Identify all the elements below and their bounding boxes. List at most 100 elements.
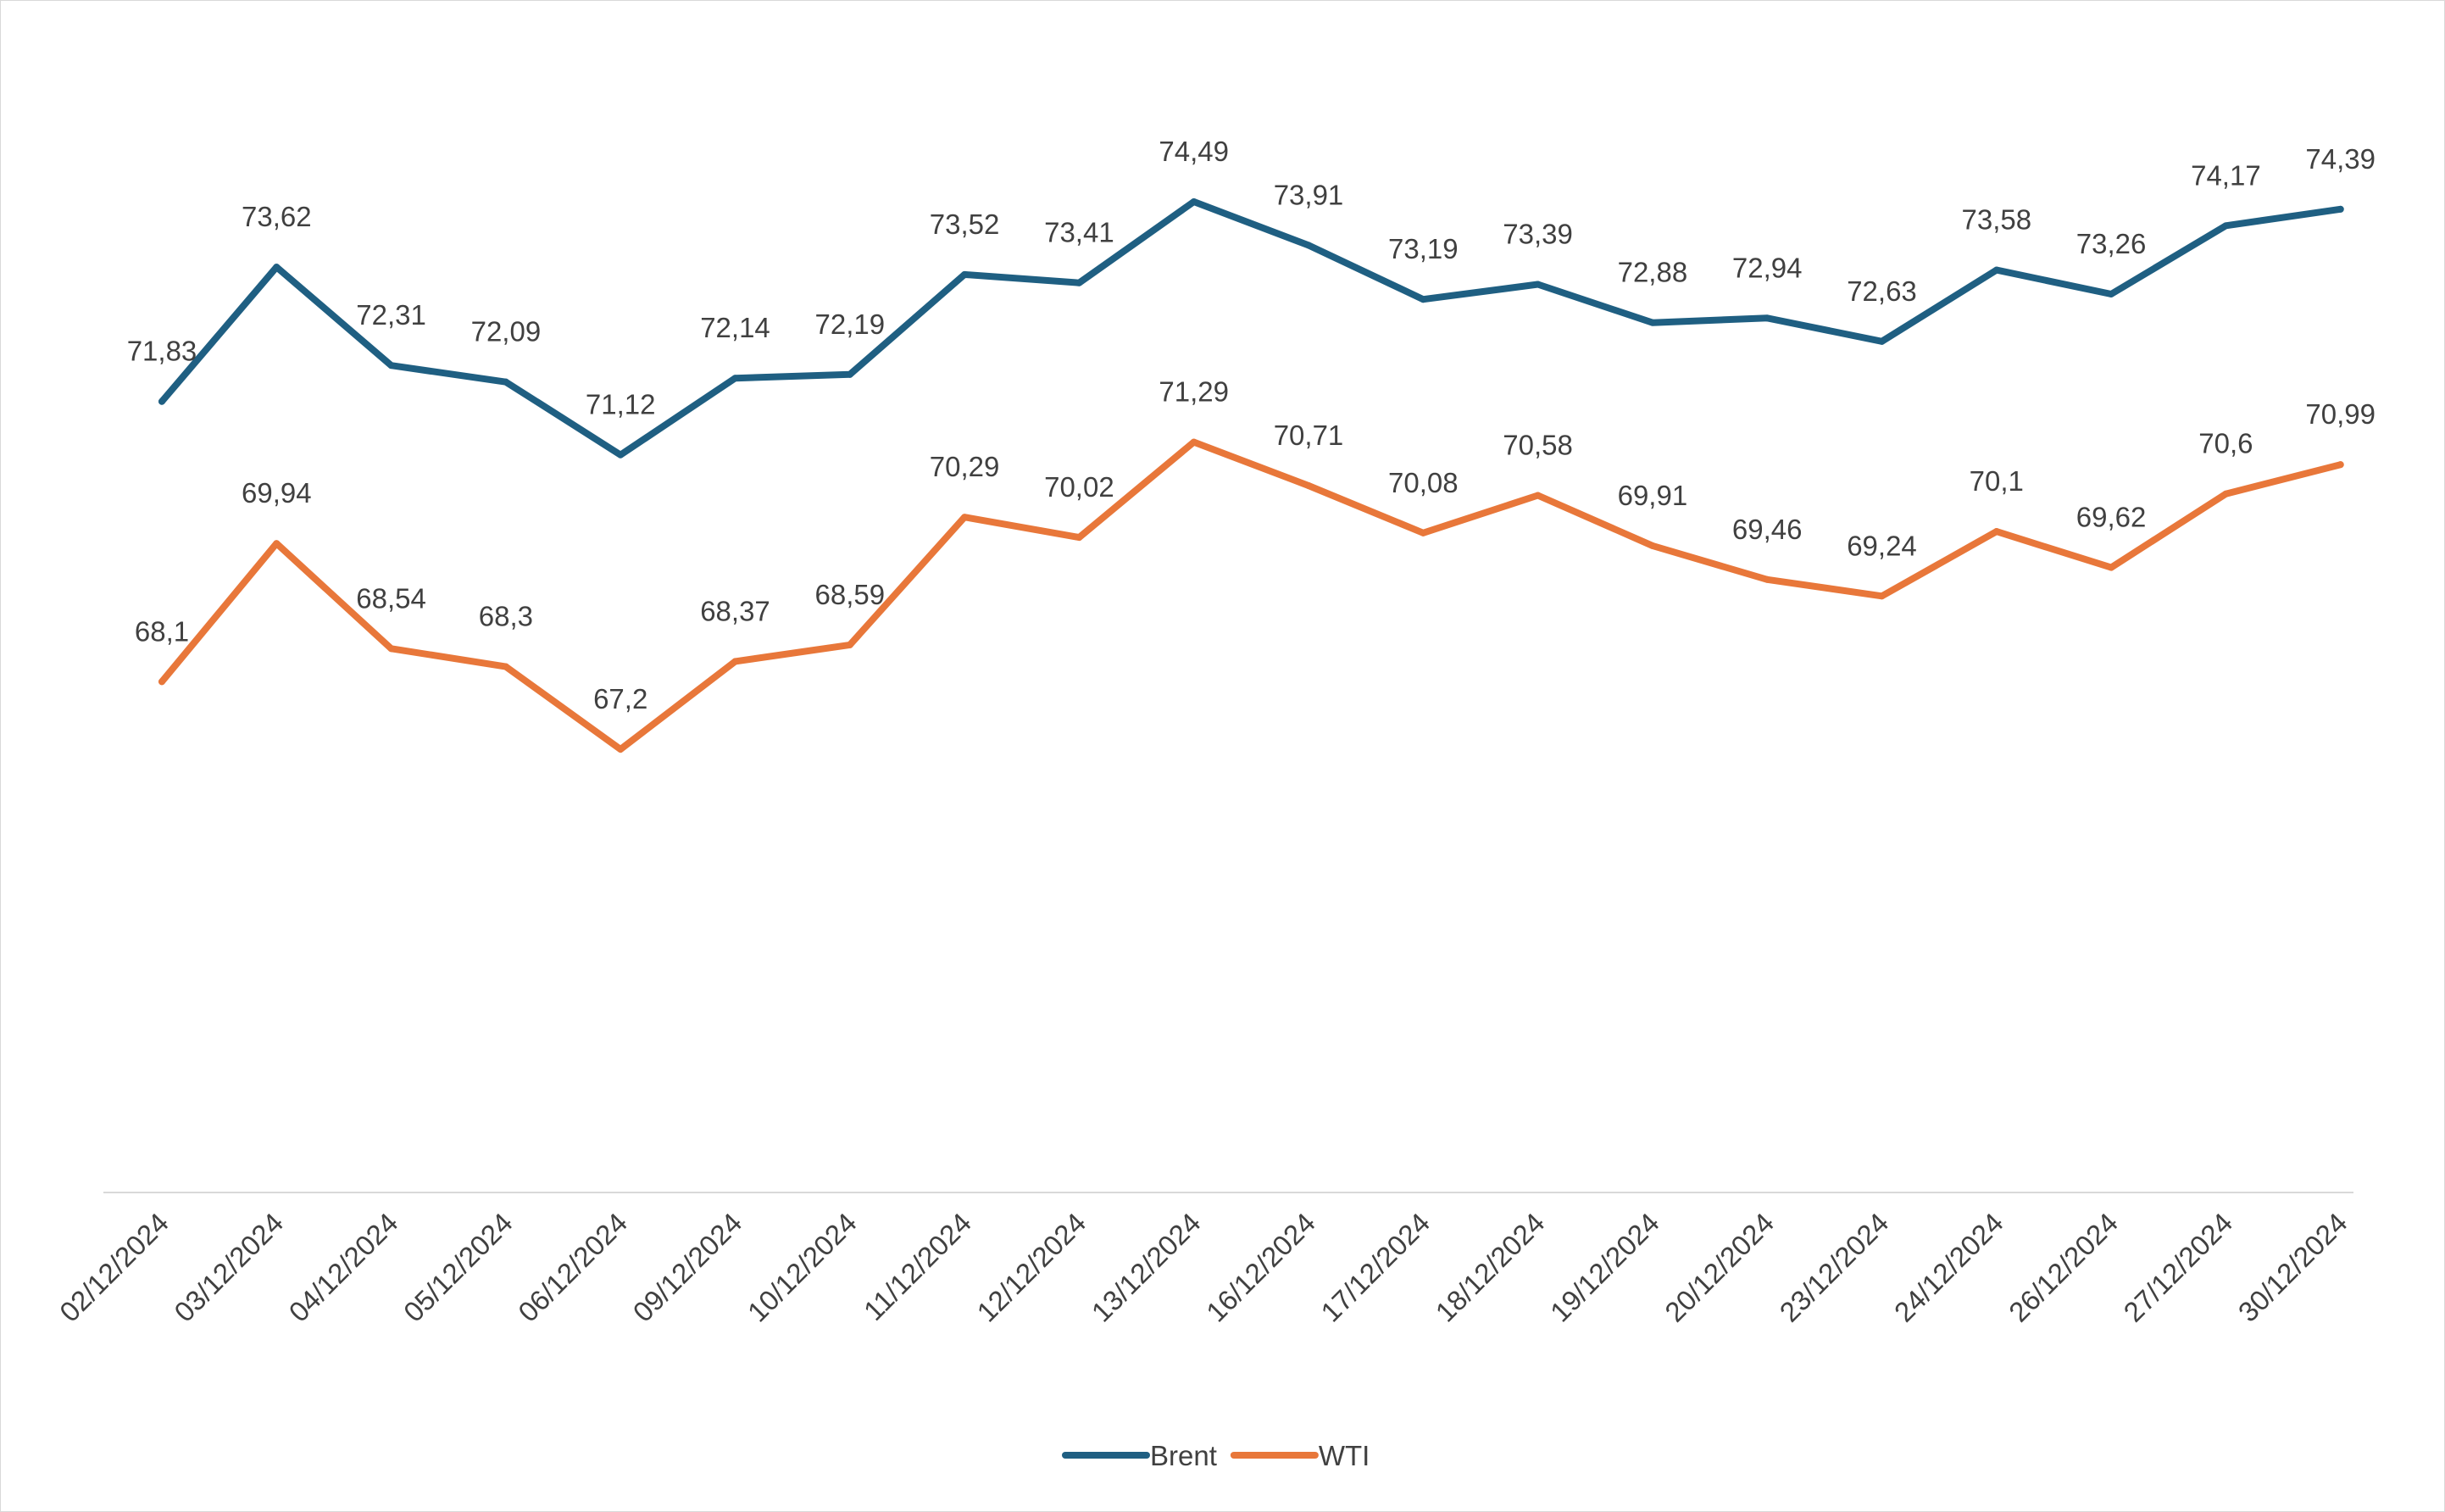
legend-label: Brent xyxy=(1150,1440,1217,1471)
series-line-wti xyxy=(158,438,2344,753)
data-point-brent xyxy=(502,378,509,386)
data-label-wti: 70,71 xyxy=(1274,420,1344,451)
data-label-wti: 68,37 xyxy=(700,595,770,626)
data-label-wti: 70,99 xyxy=(2305,398,2376,430)
data-label-brent: 72,88 xyxy=(1618,257,1688,288)
data-point-wti xyxy=(1420,529,1427,536)
x-tick-label: 02/12/2024 xyxy=(53,1207,175,1328)
series-line-brent xyxy=(158,198,2344,459)
data-point-brent xyxy=(2108,290,2115,297)
data-point-wti xyxy=(158,678,165,686)
data-label-brent: 71,83 xyxy=(127,336,197,367)
series-layer xyxy=(158,197,2344,753)
data-point-wti xyxy=(1648,542,1656,549)
data-point-brent xyxy=(1534,281,1542,288)
legend-item-wti: WTI xyxy=(1230,1440,1370,1471)
data-label-brent: 72,31 xyxy=(356,299,426,331)
data-label-brent: 73,39 xyxy=(1503,218,1573,249)
data-point-brent xyxy=(1305,242,1312,249)
x-tick-label: 03/12/2024 xyxy=(168,1207,289,1328)
data-label-wti: 70,1 xyxy=(1970,465,2024,497)
data-point-wti xyxy=(2337,461,2344,469)
data-point-wti xyxy=(2222,490,2230,498)
data-point-brent xyxy=(1992,266,2000,274)
data-point-wti xyxy=(1075,534,1083,542)
data-point-brent xyxy=(387,362,395,370)
data-label-wti: 67,2 xyxy=(593,683,647,714)
data-label-wti: 69,91 xyxy=(1618,480,1688,511)
data-point-wti xyxy=(1764,575,1771,583)
data-label-brent: 73,19 xyxy=(1388,233,1459,264)
x-tick-label: 30/12/2024 xyxy=(2232,1207,2353,1328)
data-point-wti xyxy=(617,746,625,753)
data-point-brent xyxy=(1190,197,1197,205)
data-label-brent: 73,52 xyxy=(930,208,1000,240)
data-label-brent: 73,58 xyxy=(1962,204,2032,236)
data-point-wti xyxy=(846,641,853,648)
x-tick-label: 16/12/2024 xyxy=(1200,1207,1321,1328)
x-tick-label: 18/12/2024 xyxy=(1430,1207,1551,1328)
data-label-brent: 71,12 xyxy=(586,389,656,420)
data-point-brent xyxy=(1764,314,1771,322)
data-label-wti: 68,59 xyxy=(815,579,886,610)
x-tick-label: 09/12/2024 xyxy=(626,1207,747,1328)
data-point-wti xyxy=(273,540,281,548)
data-label-brent: 74,39 xyxy=(2305,143,2376,175)
x-tick-label: 20/12/2024 xyxy=(1659,1207,1780,1328)
data-label-wti: 71,29 xyxy=(1159,376,1229,408)
data-label-wti: 70,08 xyxy=(1388,467,1459,498)
x-tick-label: 26/12/2024 xyxy=(2003,1207,2124,1328)
legend-item-brent: Brent xyxy=(1062,1440,1217,1471)
data-label-wti: 69,94 xyxy=(242,477,312,509)
axis-layer: 02/12/202403/12/202404/12/202405/12/2024… xyxy=(53,1192,2353,1328)
x-tick-label: 24/12/2024 xyxy=(1888,1207,2009,1328)
data-point-wti xyxy=(1878,592,1886,600)
data-label-brent: 72,09 xyxy=(471,316,542,347)
data-label-wti: 70,02 xyxy=(1044,471,1114,503)
data-point-brent xyxy=(1648,319,1656,326)
data-label-brent: 73,91 xyxy=(1274,179,1344,210)
data-label-brent: 74,17 xyxy=(2191,159,2261,191)
x-tick-label: 10/12/2024 xyxy=(742,1207,863,1328)
x-tick-label: 05/12/2024 xyxy=(397,1207,519,1328)
data-label-brent: 72,63 xyxy=(1847,275,1917,307)
data-label-wti: 70,58 xyxy=(1503,430,1573,461)
data-point-brent xyxy=(961,270,969,278)
data-point-wti xyxy=(731,658,739,665)
data-label-wti: 68,1 xyxy=(135,615,189,647)
x-tick-label: 13/12/2024 xyxy=(1086,1207,1207,1328)
data-point-brent xyxy=(158,397,165,405)
data-point-wti xyxy=(1534,492,1542,499)
data-label-brent: 73,26 xyxy=(2076,228,2147,259)
data-point-brent xyxy=(1420,296,1427,303)
x-tick-label: 17/12/2024 xyxy=(1314,1207,1436,1328)
legend: Brent WTI xyxy=(1062,1440,1370,1471)
data-point-wti xyxy=(1190,438,1197,446)
data-point-brent xyxy=(846,370,853,378)
data-label-brent: 74,49 xyxy=(1159,136,1229,167)
data-label-wti: 69,62 xyxy=(2076,502,2147,533)
x-tick-label: 23/12/2024 xyxy=(1773,1207,1894,1328)
x-tick-label: 12/12/2024 xyxy=(970,1207,1092,1328)
data-label-wti: 68,54 xyxy=(356,582,426,614)
x-tick-label: 06/12/2024 xyxy=(512,1207,633,1328)
data-label-wti: 69,24 xyxy=(1847,530,1917,561)
x-tick-label: 04/12/2024 xyxy=(283,1207,404,1328)
data-label-wti: 69,46 xyxy=(1732,514,1803,545)
data-point-wti xyxy=(2108,564,2115,571)
data-point-wti xyxy=(387,645,395,653)
data-point-brent xyxy=(2337,205,2344,213)
data-point-wti xyxy=(1992,528,2000,536)
data-point-brent xyxy=(1878,337,1886,345)
data-point-brent xyxy=(1075,279,1083,286)
data-label-brent: 72,14 xyxy=(700,312,770,343)
x-tick-label: 19/12/2024 xyxy=(1544,1207,1665,1328)
data-point-wti xyxy=(961,514,969,521)
data-point-brent xyxy=(273,264,281,271)
data-point-brent xyxy=(731,375,739,382)
data-label-layer: 71,83 73,62 72,31 72,09 71,12 72,14 72,19 73,52… xyxy=(127,136,2376,714)
x-tick-label: 11/12/2024 xyxy=(858,1207,977,1326)
data-label-brent: 72,94 xyxy=(1732,252,1803,283)
